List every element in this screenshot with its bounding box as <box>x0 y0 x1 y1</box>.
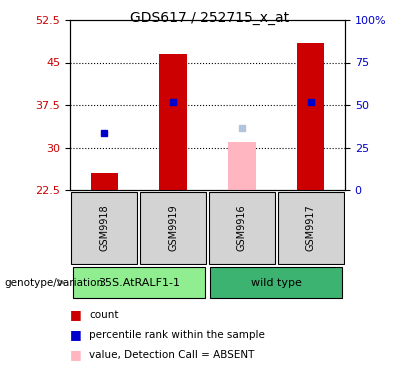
Text: count: count <box>89 310 118 320</box>
Bar <box>73 267 205 298</box>
Text: ■: ■ <box>70 348 82 361</box>
Bar <box>140 191 206 264</box>
Text: value, Detection Call = ABSENT: value, Detection Call = ABSENT <box>89 350 254 360</box>
Bar <box>210 267 342 298</box>
Bar <box>297 43 324 190</box>
Bar <box>209 191 275 264</box>
Bar <box>159 54 187 190</box>
Text: 35S.AtRALF1-1: 35S.AtRALF1-1 <box>98 277 180 288</box>
Text: GSM9916: GSM9916 <box>237 204 247 251</box>
Bar <box>91 173 118 190</box>
Text: GSM9919: GSM9919 <box>168 204 178 251</box>
Bar <box>278 191 344 264</box>
Text: percentile rank within the sample: percentile rank within the sample <box>89 330 265 340</box>
Text: GSM9917: GSM9917 <box>306 204 315 251</box>
Bar <box>228 142 256 190</box>
Text: GSM9918: GSM9918 <box>100 204 109 251</box>
Text: genotype/variation: genotype/variation <box>4 277 103 288</box>
Text: GDS617 / 252715_x_at: GDS617 / 252715_x_at <box>131 11 289 25</box>
Text: ■: ■ <box>70 328 82 341</box>
Text: wild type: wild type <box>251 277 302 288</box>
Bar <box>71 191 137 264</box>
Text: ■: ■ <box>70 308 82 321</box>
